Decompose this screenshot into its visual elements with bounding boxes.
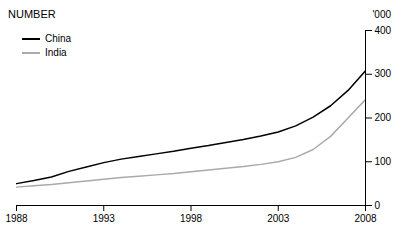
svg-text:100: 100 <box>375 156 392 167</box>
svg-text:2003: 2003 <box>267 213 290 224</box>
svg-text:400: 400 <box>375 25 392 36</box>
svg-text:1998: 1998 <box>180 213 203 224</box>
svg-text:2008: 2008 <box>354 213 377 224</box>
svg-text:200: 200 <box>375 112 392 123</box>
svg-text:1993: 1993 <box>93 213 116 224</box>
svg-text:300: 300 <box>375 68 392 79</box>
svg-text:0: 0 <box>375 200 381 211</box>
html-text:India: India <box>45 47 67 58</box>
html-text:'000: '000 <box>372 9 391 20</box>
html-text:NUMBER: NUMBER <box>8 8 56 20</box>
svg-text:1988: 1988 <box>5 213 28 224</box>
html-text:China: China <box>45 33 72 44</box>
